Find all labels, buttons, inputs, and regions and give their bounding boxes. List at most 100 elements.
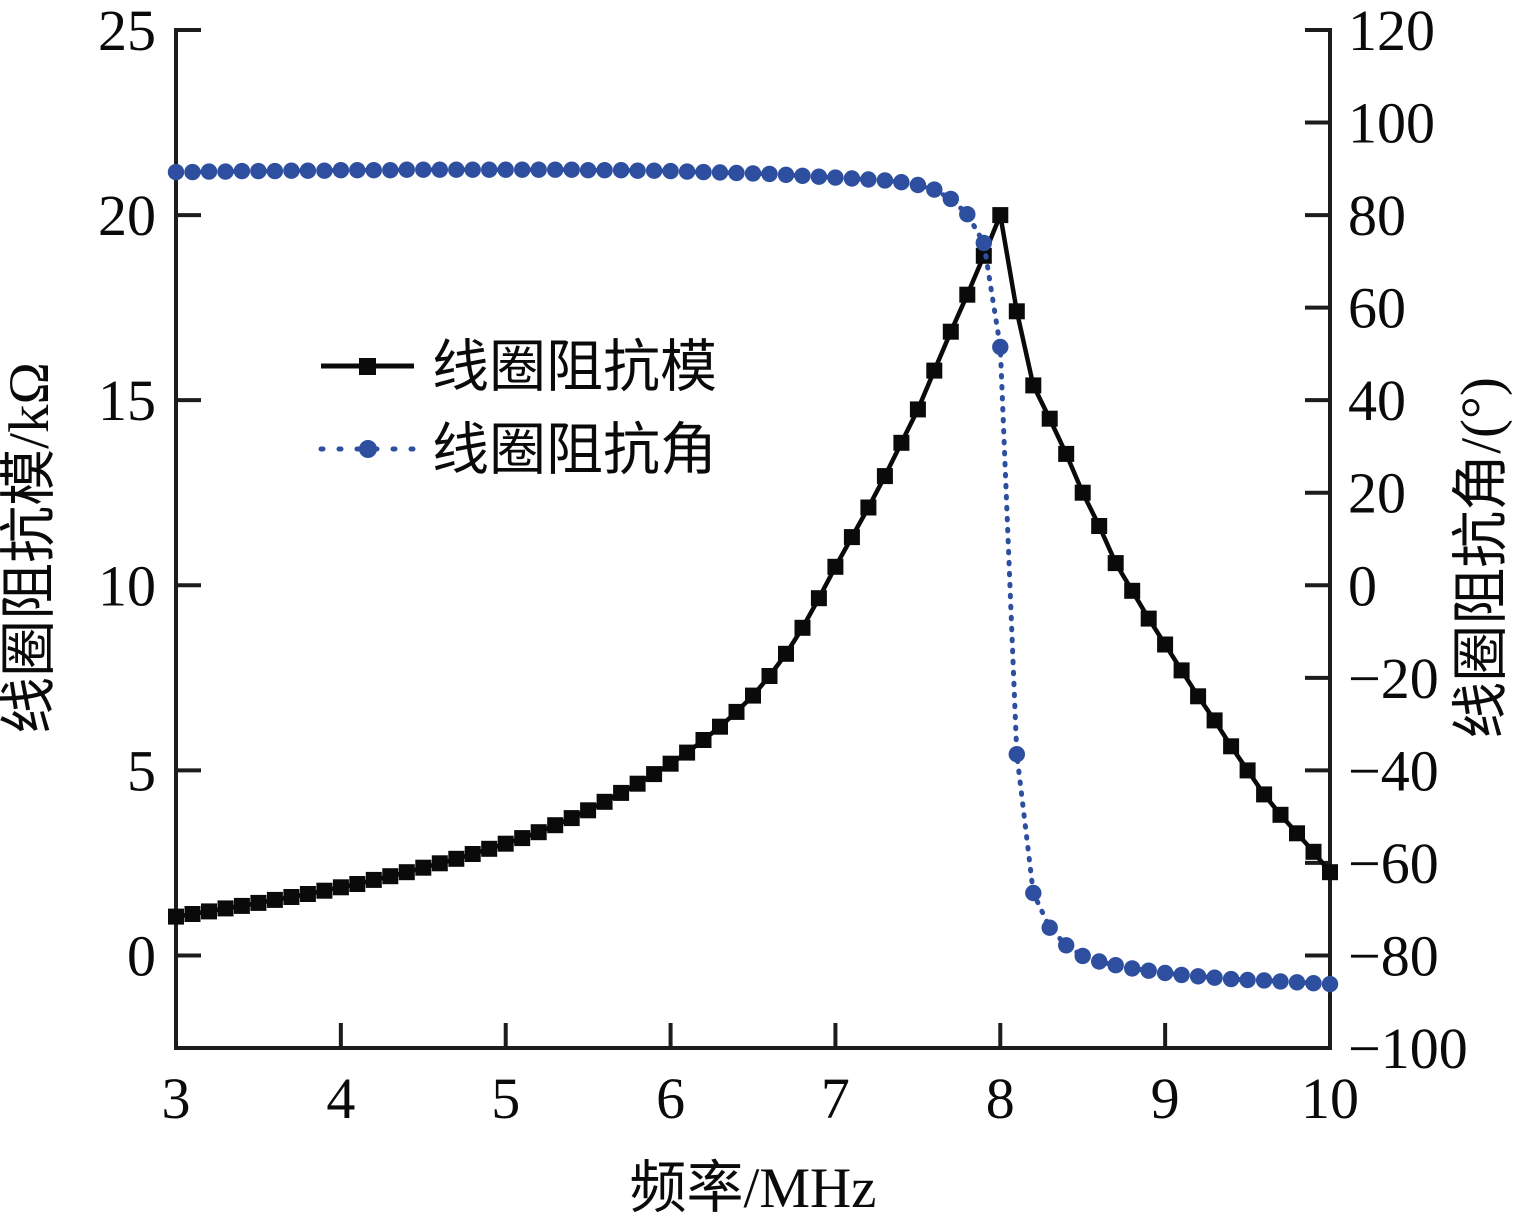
data-point-circle <box>1288 974 1306 991</box>
data-point-circle <box>827 169 844 186</box>
left-y-tick-label: 15 <box>98 368 156 433</box>
data-point-circle <box>398 161 415 178</box>
data-point-square <box>893 434 910 451</box>
data-point-circle <box>893 174 910 191</box>
data-point-square <box>481 840 498 857</box>
data-point-square <box>1272 806 1289 823</box>
series-line <box>175 206 1332 919</box>
data-point-circle <box>662 162 679 180</box>
data-point-circle <box>810 168 828 185</box>
data-point-circle <box>563 161 580 178</box>
data-point-square <box>876 468 893 485</box>
data-point-square <box>563 810 580 827</box>
legend-marker-square <box>359 358 376 375</box>
data-point-circle <box>1206 969 1223 986</box>
data-point-circle <box>415 161 432 178</box>
data-point-square <box>1190 688 1207 705</box>
legend-item-impedance-angle: 线圈阻抗角 <box>318 419 717 482</box>
data-point-circle <box>744 165 762 182</box>
data-point-circle <box>530 161 547 178</box>
series-impedance-angle <box>167 161 1339 993</box>
data-point-circle <box>332 162 350 179</box>
data-point-square <box>629 775 646 792</box>
data-point-square <box>266 891 283 908</box>
data-point-square <box>728 703 745 720</box>
right-y-tick-label: 40 <box>1348 368 1406 433</box>
data-point-square <box>794 619 811 636</box>
data-point-square <box>1041 410 1058 427</box>
data-point-circle <box>1255 972 1273 989</box>
data-point-circle <box>283 162 300 179</box>
data-point-circle <box>497 161 514 178</box>
data-point-circle <box>942 190 959 208</box>
data-point-square <box>843 529 860 546</box>
data-point-square <box>580 802 597 819</box>
data-point-square <box>959 286 976 303</box>
data-point-square <box>530 824 547 841</box>
data-point-square <box>1157 636 1174 653</box>
x-tick-label: 5 <box>491 1066 520 1131</box>
data-point-square <box>613 784 630 801</box>
left-y-tick-label: 10 <box>98 553 156 618</box>
data-point-square <box>1025 377 1042 394</box>
data-point-square <box>1140 610 1157 627</box>
right-y-tick-label: 0 <box>1348 553 1377 618</box>
data-point-square <box>1124 582 1141 599</box>
data-point-circle <box>1124 960 1141 977</box>
x-tick-label: 4 <box>326 1066 355 1131</box>
data-point-square <box>299 886 316 902</box>
right-y-tick-label: −60 <box>1348 831 1439 896</box>
data-point-circle <box>876 172 894 189</box>
data-point-square <box>332 879 349 896</box>
data-point-circle <box>860 171 877 188</box>
data-point-circle <box>1321 975 1339 993</box>
data-point-square <box>942 323 959 340</box>
right-y-tick-label: 20 <box>1348 461 1406 526</box>
data-point-circle <box>1008 746 1025 763</box>
data-point-circle <box>1140 962 1157 979</box>
left-y-tick-label: 20 <box>98 183 156 248</box>
data-point-circle <box>167 163 185 181</box>
data-point-square <box>415 859 432 876</box>
data-point-circle <box>975 234 992 252</box>
data-point-circle <box>1041 919 1058 936</box>
data-point-circle <box>1222 970 1240 988</box>
series-line <box>173 167 1333 987</box>
data-point-square <box>398 864 415 881</box>
data-point-circle <box>596 162 613 179</box>
legend-label-impedance-magnitude: 线圈阻抗模 <box>432 336 717 399</box>
data-point-circle <box>514 161 531 178</box>
data-point-circle <box>711 164 729 181</box>
data-point-square <box>431 855 448 872</box>
right-y-tick-label: −40 <box>1348 738 1439 803</box>
data-point-square <box>184 906 201 922</box>
left-y-tick-label: 25 <box>98 0 156 63</box>
data-point-square <box>250 894 267 911</box>
data-point-circle <box>1173 966 1190 984</box>
data-point-square <box>745 687 761 704</box>
data-point-square <box>514 830 531 847</box>
data-point-circle <box>431 161 448 178</box>
data-point-circle <box>233 162 251 180</box>
data-point-circle <box>695 163 712 181</box>
data-point-square <box>1256 786 1273 803</box>
data-point-circle <box>266 162 284 180</box>
data-point-square <box>1091 518 1108 534</box>
data-point-circle <box>382 162 399 179</box>
data-point-square <box>1173 662 1190 679</box>
data-point-square <box>679 744 696 761</box>
data-point-square <box>497 835 514 852</box>
data-point-square <box>233 897 250 914</box>
data-point-circle <box>547 161 564 178</box>
data-point-square <box>712 718 728 735</box>
data-point-square <box>827 558 844 575</box>
data-point-square <box>1322 864 1338 881</box>
data-point-square <box>695 732 712 748</box>
left-y-tick-label: 0 <box>127 923 156 988</box>
data-point-square <box>1008 303 1025 320</box>
data-point-circle <box>184 163 201 181</box>
data-point-circle <box>1305 975 1322 992</box>
x-tick-label: 8 <box>986 1066 1015 1131</box>
right-y-axis-title: 线圈阻抗角/(°) <box>1450 377 1513 739</box>
data-point-circle <box>217 163 234 180</box>
